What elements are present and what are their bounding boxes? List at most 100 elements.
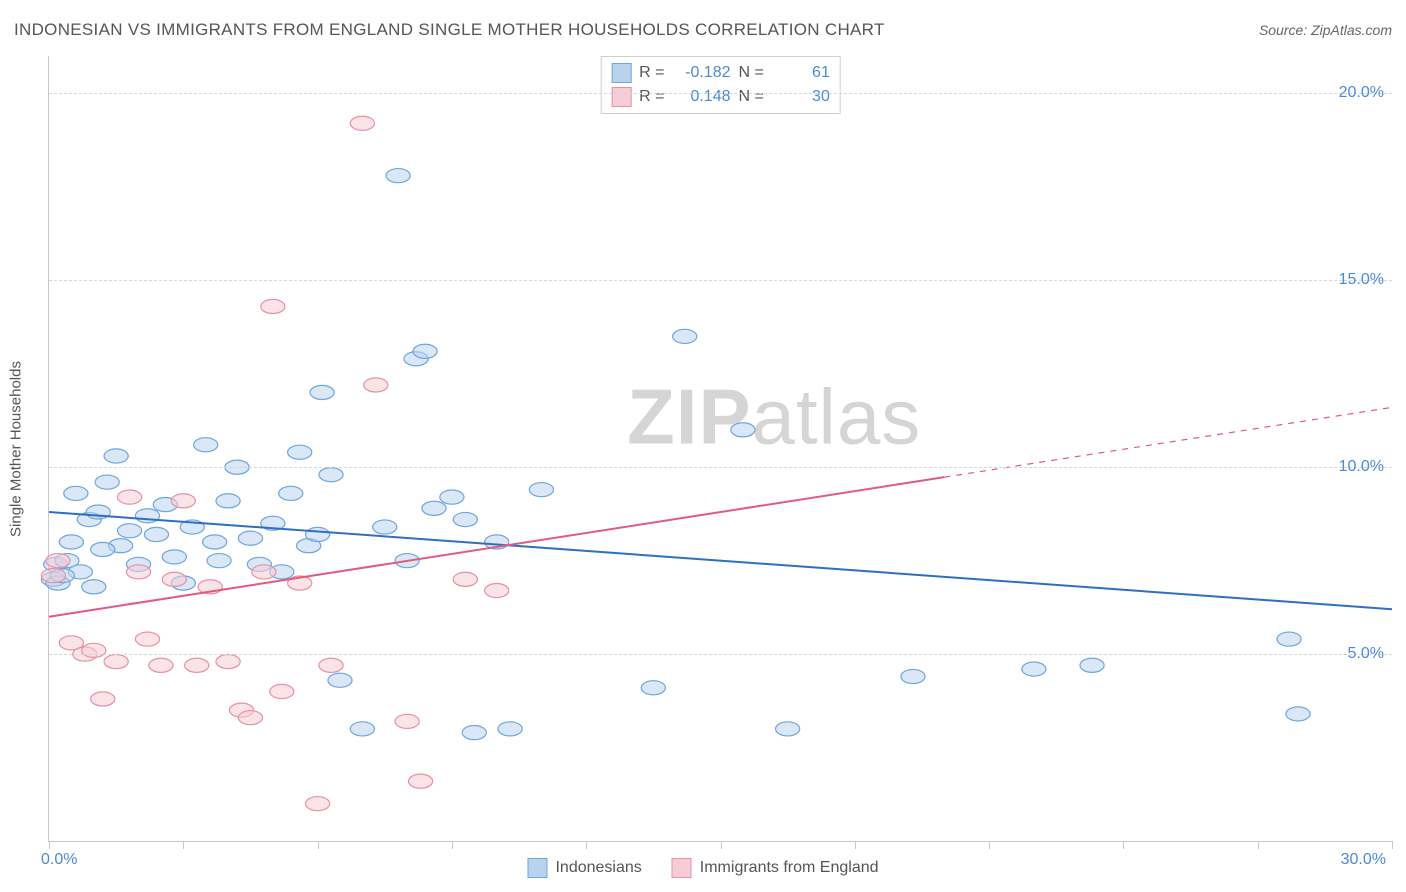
data-point — [64, 486, 88, 500]
x-tick — [318, 841, 319, 849]
data-point — [288, 445, 312, 459]
source-name: ZipAtlas.com — [1311, 22, 1392, 38]
data-point — [41, 569, 65, 583]
swatch-england — [611, 87, 631, 107]
legend-label-1: Immigrants from England — [700, 859, 879, 877]
data-point — [1080, 658, 1104, 672]
data-point — [162, 550, 186, 564]
source-attribution: Source: ZipAtlas.com — [1259, 22, 1392, 38]
chart-title: INDONESIAN VS IMMIGRANTS FROM ENGLAND SI… — [14, 20, 885, 40]
y-axis-label: Single Mother Households — [8, 361, 25, 537]
data-point — [207, 554, 231, 568]
data-point — [270, 684, 294, 698]
n-value-1: 30 — [772, 85, 830, 109]
data-point — [203, 535, 227, 549]
legend-stats-row-0: R = -0.182 N = 61 — [611, 61, 830, 85]
data-point — [91, 692, 115, 706]
data-point — [413, 344, 437, 358]
data-point — [350, 116, 374, 130]
x-tick — [855, 841, 856, 849]
data-point — [498, 722, 522, 736]
r-value-1: 0.148 — [673, 85, 731, 109]
data-point — [117, 524, 141, 538]
data-point — [373, 520, 397, 534]
data-point — [364, 378, 388, 392]
data-point — [216, 494, 240, 508]
gridline-h — [49, 654, 1392, 655]
plot-area: ZIPatlas R = -0.182 N = 61 R = 0.148 N =… — [48, 56, 1392, 842]
data-point — [46, 554, 70, 568]
data-point — [216, 655, 240, 669]
data-point — [104, 655, 128, 669]
data-point — [673, 329, 697, 343]
r-label: R = — [639, 85, 664, 109]
data-point — [408, 774, 432, 788]
gridline-h — [49, 467, 1392, 468]
x-tick — [586, 841, 587, 849]
data-point — [126, 565, 150, 579]
source-prefix: Source: — [1259, 22, 1311, 38]
x-tick — [1392, 841, 1393, 849]
y-tick-label: 10.0% — [1339, 458, 1384, 476]
data-point — [453, 512, 477, 526]
x-tick — [183, 841, 184, 849]
n-value-0: 61 — [772, 61, 830, 85]
data-point — [135, 632, 159, 646]
legend-bottom: Indonesians Immigrants from England — [527, 858, 878, 878]
legend-stats-box: R = -0.182 N = 61 R = 0.148 N = 30 — [600, 56, 841, 114]
y-tick-label: 20.0% — [1339, 84, 1384, 102]
r-value-0: -0.182 — [673, 61, 731, 85]
data-point — [641, 681, 665, 695]
x-max-label: 30.0% — [1341, 851, 1386, 869]
swatch-indonesians — [611, 63, 631, 83]
data-point — [104, 449, 128, 463]
data-point — [171, 494, 195, 508]
data-point — [279, 486, 303, 500]
data-point — [350, 722, 374, 736]
data-point — [91, 542, 115, 556]
gridline-h — [49, 280, 1392, 281]
data-point — [1022, 662, 1046, 676]
data-point — [238, 531, 262, 545]
data-point — [422, 501, 446, 515]
data-point — [319, 468, 343, 482]
data-point — [59, 535, 83, 549]
data-point — [185, 658, 209, 672]
chart-svg — [49, 56, 1392, 841]
x-tick — [721, 841, 722, 849]
data-point — [328, 673, 352, 687]
title-bar: INDONESIAN VS IMMIGRANTS FROM ENGLAND SI… — [14, 20, 1392, 40]
data-point — [776, 722, 800, 736]
legend-label-0: Indonesians — [555, 859, 641, 877]
data-point — [453, 572, 477, 586]
data-point — [395, 714, 419, 728]
data-point — [1277, 632, 1301, 646]
x-tick — [49, 841, 50, 849]
data-point — [95, 475, 119, 489]
data-point — [731, 423, 755, 437]
plot-container: Single Mother Households ZIPatlas R = -0… — [48, 56, 1392, 842]
gridline-h — [49, 93, 1392, 94]
data-point — [1286, 707, 1310, 721]
n-label: N = — [739, 85, 764, 109]
data-point — [310, 385, 334, 399]
data-point — [149, 658, 173, 672]
data-point — [82, 580, 106, 594]
data-point — [529, 483, 553, 497]
r-label: R = — [639, 61, 664, 85]
legend-stats-row-1: R = 0.148 N = 30 — [611, 85, 830, 109]
data-point — [144, 527, 168, 541]
x-origin-label: 0.0% — [41, 851, 77, 869]
n-label: N = — [739, 61, 764, 85]
y-tick-label: 15.0% — [1339, 271, 1384, 289]
data-point — [238, 711, 262, 725]
data-point — [386, 169, 410, 183]
data-point — [319, 658, 343, 672]
data-point — [485, 583, 509, 597]
data-point — [82, 643, 106, 657]
data-point — [440, 490, 464, 504]
swatch-england-icon — [672, 858, 692, 878]
data-point — [194, 438, 218, 452]
data-point — [162, 572, 186, 586]
swatch-indonesians-icon — [527, 858, 547, 878]
